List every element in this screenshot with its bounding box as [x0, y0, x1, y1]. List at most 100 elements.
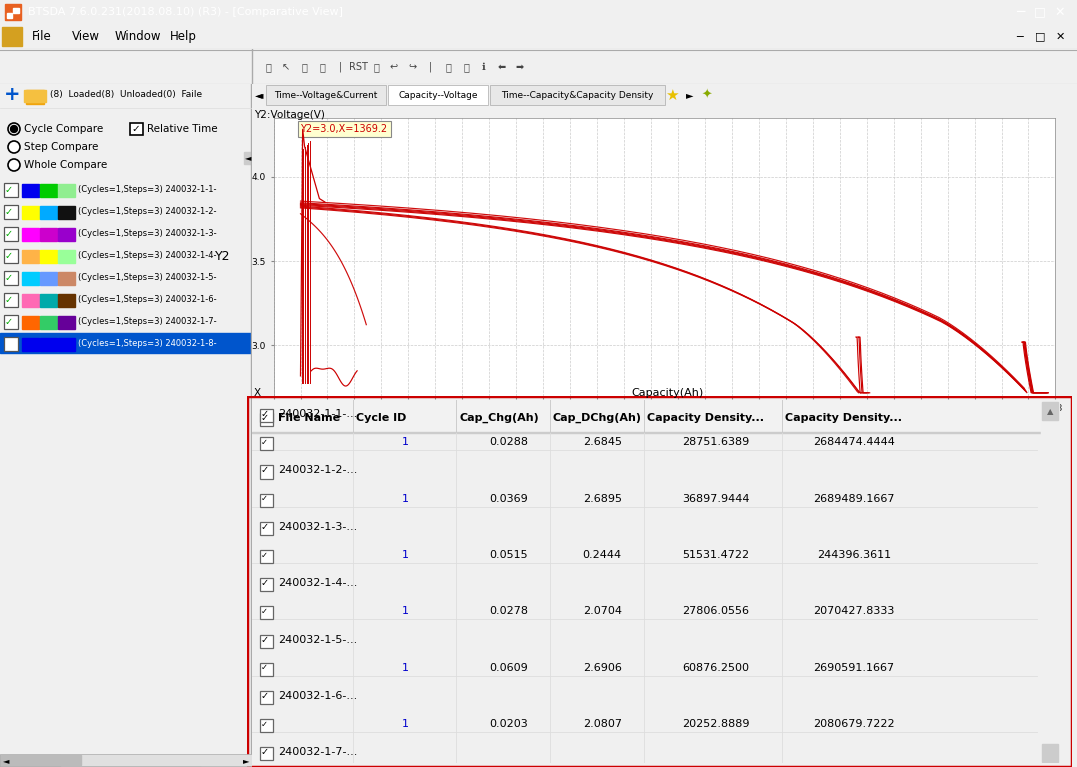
Bar — [260, 550, 272, 563]
Bar — [260, 522, 272, 535]
Text: (Cycles=1,Steps=3) 240032-1-5-: (Cycles=1,Steps=3) 240032-1-5- — [78, 274, 216, 282]
Text: ✓: ✓ — [261, 494, 268, 503]
Text: ✓: ✓ — [261, 413, 269, 423]
Text: View: View — [72, 30, 100, 43]
Text: ◄: ◄ — [256, 90, 264, 100]
Bar — [1043, 744, 1058, 762]
Bar — [260, 466, 272, 479]
Bar — [260, 494, 272, 507]
Circle shape — [8, 159, 20, 171]
Text: □: □ — [1035, 31, 1046, 41]
Text: 2.6845: 2.6845 — [583, 437, 621, 447]
Bar — [260, 413, 272, 426]
Bar — [58, 206, 75, 219]
Text: 60876.2500: 60876.2500 — [682, 663, 750, 673]
Bar — [260, 719, 272, 732]
Text: Capacity--Voltage: Capacity--Voltage — [398, 91, 478, 100]
Text: (Cycles=1,Steps=3) 240032-1-6-: (Cycles=1,Steps=3) 240032-1-6- — [78, 295, 216, 304]
Text: Time--Voltage&Current: Time--Voltage&Current — [275, 91, 378, 100]
Text: (8)  Loaded(8)  Unloaded(0)  Faile: (8) Loaded(8) Unloaded(0) Faile — [50, 91, 202, 100]
Bar — [22, 338, 39, 351]
Text: ◄: ◄ — [244, 153, 251, 163]
Text: (Cycles=1,Steps=3) 240032-1-4-: (Cycles=1,Steps=3) 240032-1-4- — [78, 252, 216, 261]
Text: 0.0278: 0.0278 — [489, 607, 528, 617]
Bar — [260, 437, 272, 450]
Text: Capacity Density...: Capacity Density... — [646, 413, 764, 423]
Text: ✦: ✦ — [702, 88, 712, 101]
Bar — [0, 755, 200, 767]
Text: 📂: 📂 — [445, 62, 451, 72]
Bar — [244, 152, 252, 164]
Text: RST: RST — [349, 62, 367, 72]
Text: 1: 1 — [402, 550, 408, 560]
Text: (Cycles=1,Steps=3) 240032-1-2-: (Cycles=1,Steps=3) 240032-1-2- — [78, 208, 216, 216]
Text: ✓: ✓ — [261, 607, 268, 616]
Bar — [252, 400, 1041, 433]
Bar — [4, 227, 18, 241]
Text: 240032-1-2-...: 240032-1-2-... — [278, 466, 356, 476]
Text: 240032-1-7-...: 240032-1-7-... — [278, 747, 356, 757]
Text: 1: 1 — [402, 607, 408, 617]
Text: ✓: ✓ — [261, 634, 269, 644]
Text: ✓: ✓ — [5, 185, 13, 195]
Text: 🔍: 🔍 — [302, 62, 307, 72]
Text: Y2: Y2 — [215, 250, 230, 263]
Text: ◄: ◄ — [255, 90, 262, 100]
Bar — [1, 755, 81, 765]
Text: ✓: ✓ — [261, 663, 268, 672]
Text: 2.6906: 2.6906 — [583, 663, 621, 673]
Bar — [5, 4, 20, 20]
Bar — [13, 8, 19, 13]
Bar — [4, 293, 18, 307]
Circle shape — [11, 126, 17, 133]
Text: ✕: ✕ — [1055, 31, 1065, 41]
Text: |: | — [429, 62, 432, 72]
Text: 0.0203: 0.0203 — [489, 719, 528, 729]
Text: ✓: ✓ — [261, 438, 268, 446]
Bar — [58, 272, 75, 285]
Text: Cap_DChg(Ah): Cap_DChg(Ah) — [553, 413, 642, 423]
Text: Capacity Density...: Capacity Density... — [785, 413, 901, 423]
Text: ★: ★ — [666, 87, 679, 103]
Text: 2689489.1667: 2689489.1667 — [813, 494, 895, 504]
Bar — [58, 338, 75, 351]
Bar — [40, 184, 57, 197]
Text: 1: 1 — [402, 719, 408, 729]
Text: ➡: ➡ — [516, 62, 524, 72]
Text: (Cycles=1,Steps=3) 240032-1-7-: (Cycles=1,Steps=3) 240032-1-7- — [78, 318, 216, 327]
Bar — [22, 272, 39, 285]
Text: 20252.8889: 20252.8889 — [682, 719, 750, 729]
Text: 2070427.8333: 2070427.8333 — [813, 607, 894, 617]
Text: ✓: ✓ — [261, 691, 269, 701]
Text: Help: Help — [170, 30, 197, 43]
Text: 📊: 📊 — [373, 62, 379, 72]
Text: 0.0369: 0.0369 — [489, 494, 528, 504]
Text: 0.0515: 0.0515 — [489, 550, 528, 560]
Text: 240032-1-3-...: 240032-1-3-... — [278, 522, 356, 532]
Bar — [4, 337, 18, 351]
Bar — [4, 271, 18, 285]
Bar — [0, 755, 60, 767]
Text: 28751.6389: 28751.6389 — [682, 437, 750, 447]
Text: ✓: ✓ — [5, 339, 13, 349]
Text: ►: ► — [242, 755, 249, 765]
Text: 0.2444: 0.2444 — [583, 550, 621, 560]
Text: ─: ─ — [1016, 5, 1024, 19]
Text: ✓: ✓ — [5, 251, 13, 261]
Text: 240032-1-6-...: 240032-1-6-... — [278, 691, 356, 701]
Bar — [26, 90, 44, 104]
Bar — [58, 184, 75, 197]
Text: File Name: File Name — [278, 413, 339, 423]
Text: Whole Compare: Whole Compare — [24, 160, 108, 170]
Text: 2.0704: 2.0704 — [583, 607, 621, 617]
Text: ✓: ✓ — [261, 522, 269, 532]
Text: ─: ─ — [1017, 31, 1023, 41]
Bar — [490, 85, 665, 105]
Bar — [58, 228, 75, 241]
Text: (Cycles=1,Steps=3) 240032-1-8-: (Cycles=1,Steps=3) 240032-1-8- — [78, 340, 216, 348]
Bar — [58, 316, 75, 329]
Bar — [260, 607, 272, 620]
Bar — [260, 747, 272, 760]
Bar — [260, 634, 272, 647]
Text: 244396.3611: 244396.3611 — [816, 550, 891, 560]
